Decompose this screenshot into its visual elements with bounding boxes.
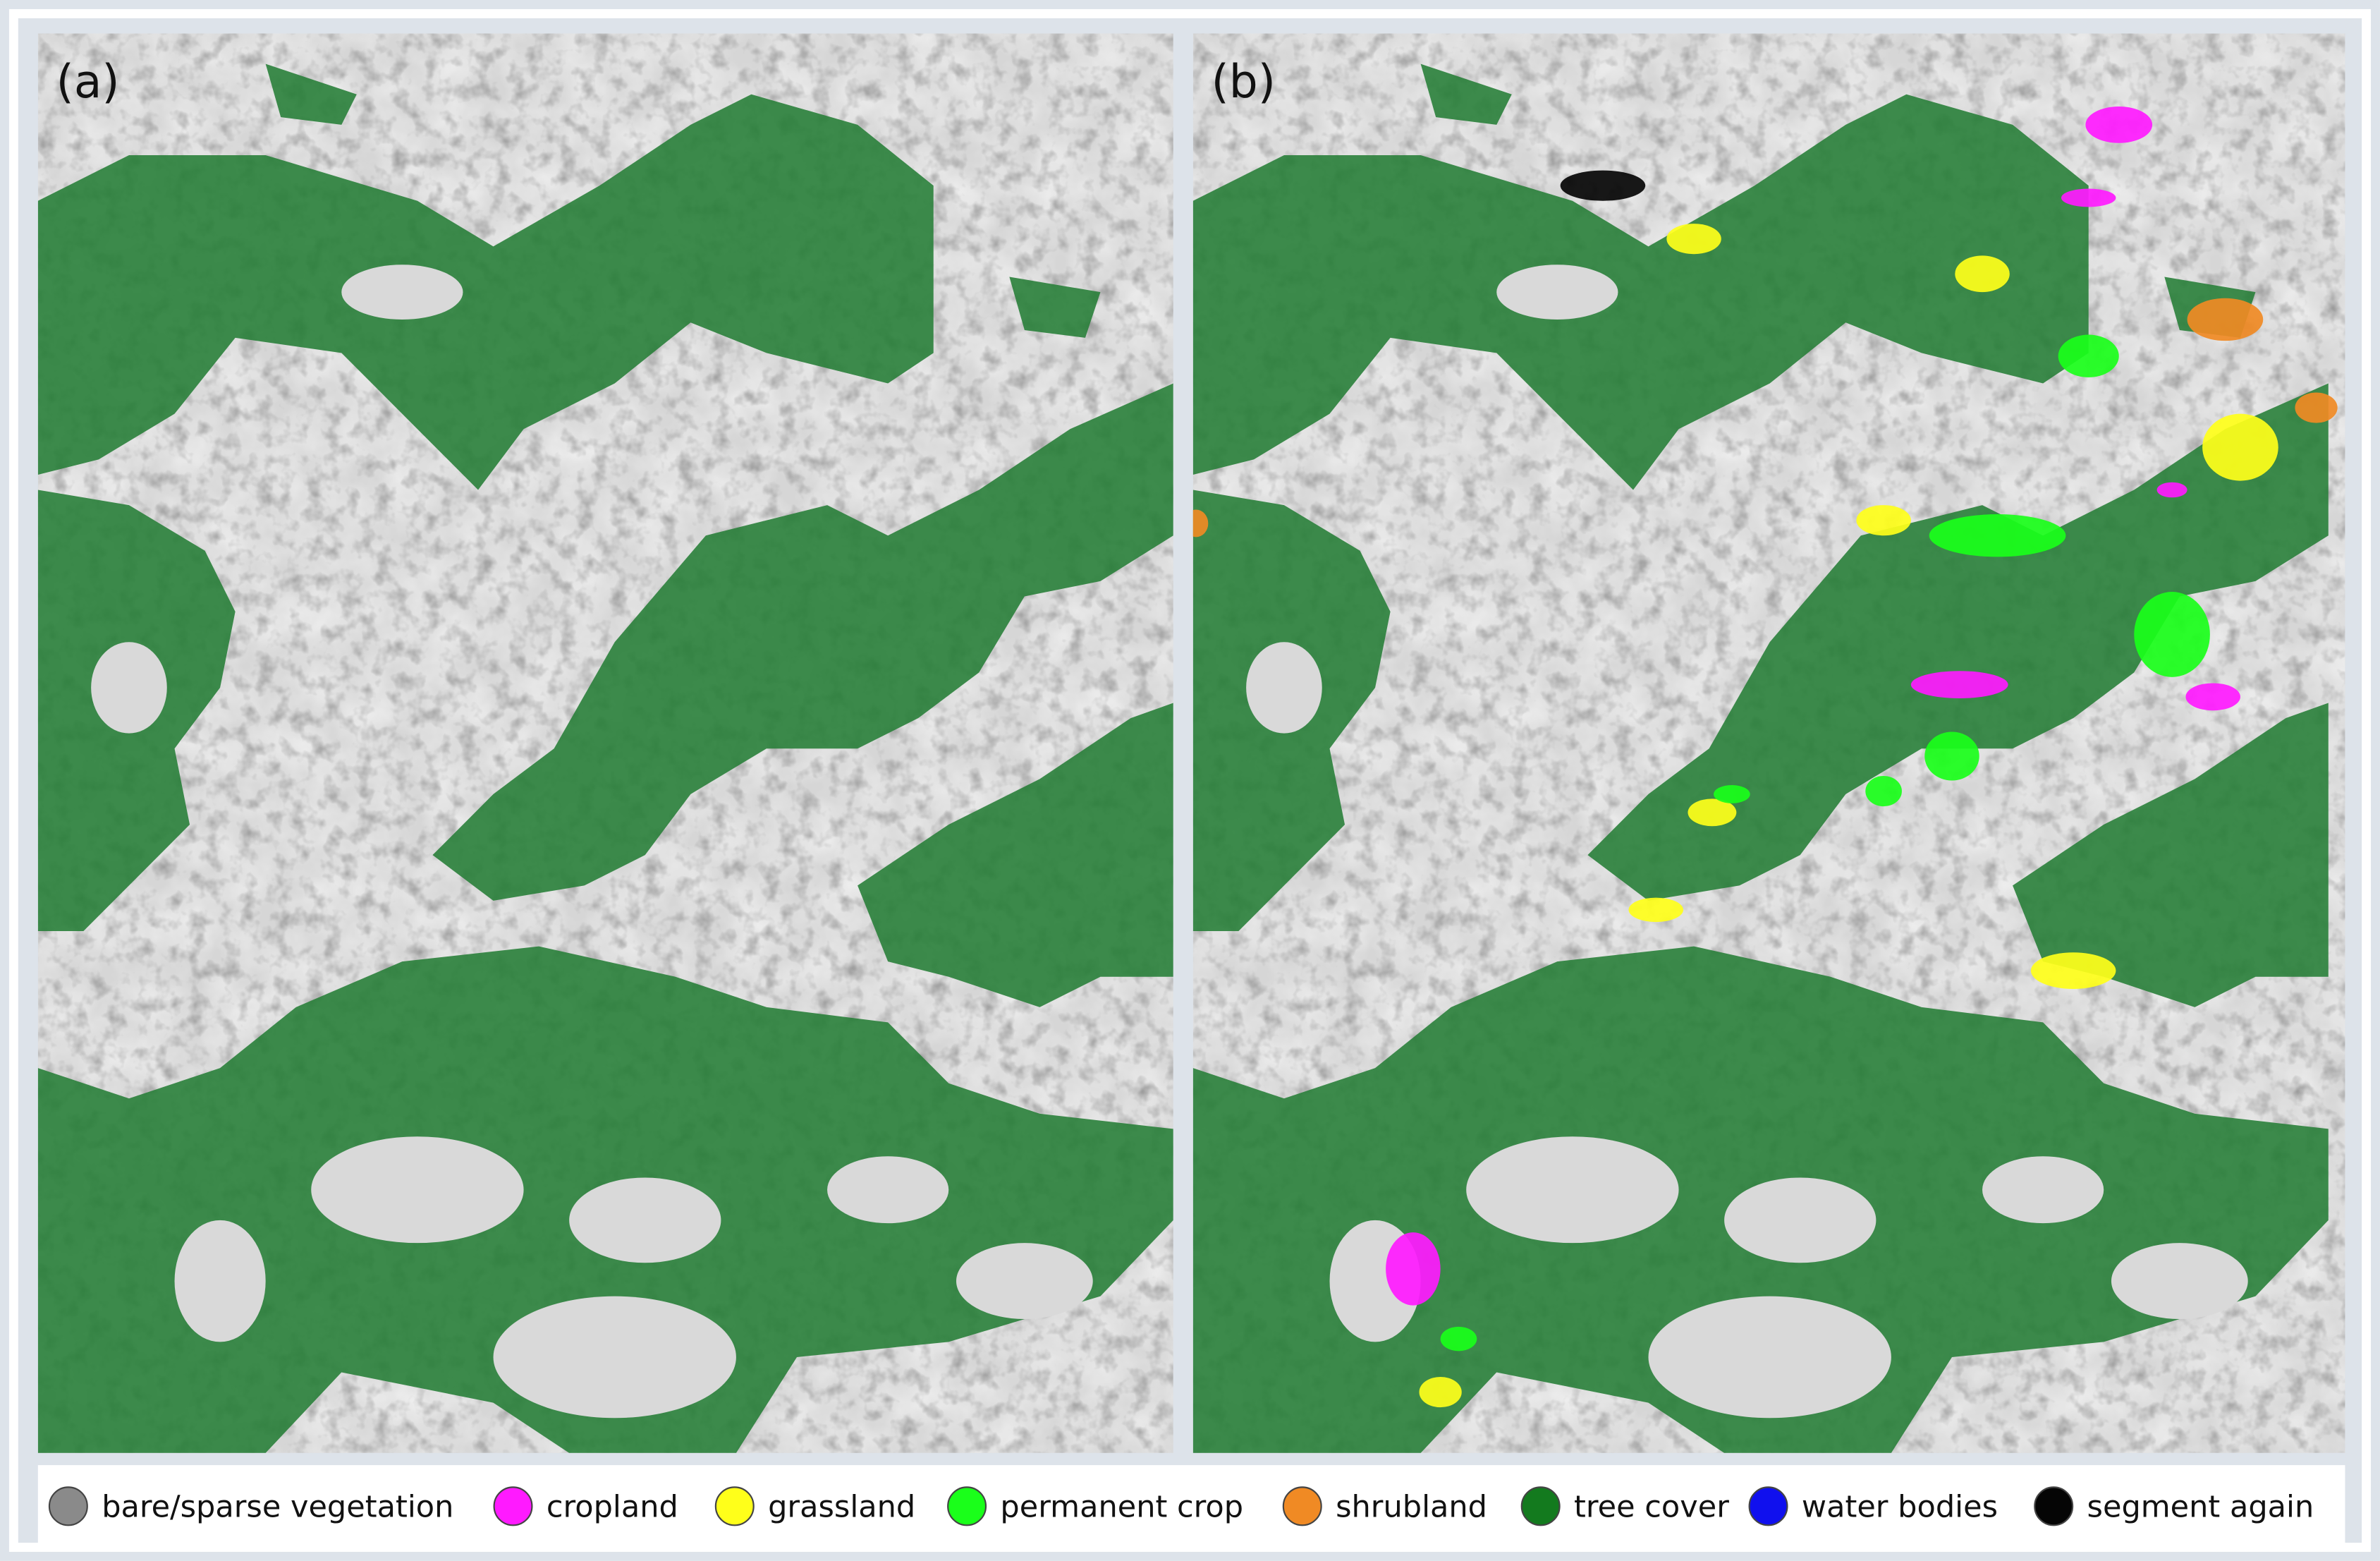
class-patch: [1560, 170, 1646, 201]
legend-label: tree cover: [1574, 1489, 1729, 1524]
class-patch: [1929, 514, 2066, 557]
class-patch: [1714, 784, 1750, 803]
legend-label: bare/sparse vegetation: [102, 1489, 453, 1524]
legend-swatch: [2034, 1486, 2074, 1526]
class-patch: [2061, 188, 2116, 207]
legend-label: cropland: [547, 1489, 678, 1524]
legend-label: permanent crop: [1000, 1489, 1243, 1524]
class-patch: [1924, 731, 1979, 781]
class-patch: [1910, 671, 2008, 699]
class-patch: [1386, 1232, 1441, 1306]
class-patch: [1856, 505, 1911, 536]
legend-box: [37, 1465, 2345, 1545]
class-patch: [1666, 224, 1721, 255]
legend-label: segment again: [2087, 1489, 2314, 1524]
class-patches: [1192, 106, 2338, 1408]
class-patch: [2058, 334, 2119, 377]
legend-label: shrubland: [1336, 1489, 1487, 1524]
class-patch: [2187, 298, 2264, 341]
legend-swatch: [1520, 1486, 1561, 1526]
legend-label: water bodies: [1802, 1489, 1998, 1524]
class-patch: [1419, 1376, 1462, 1408]
legend-swatch: [1748, 1486, 1788, 1526]
legend-swatch: [493, 1486, 533, 1526]
legend-swatch: [48, 1486, 88, 1526]
panel-a: (a): [37, 33, 1173, 1453]
class-patch: [2085, 106, 2153, 143]
class-patch: [2185, 683, 2240, 711]
class-patch: [1955, 255, 2010, 293]
class-patch: [1192, 509, 1209, 537]
legend: bare/sparse vegetation cropland grassland p…: [48, 1486, 2314, 1526]
legend-label: grassland: [768, 1489, 915, 1524]
panel-b: (b): [1192, 33, 2345, 1453]
class-patch: [2295, 392, 2338, 423]
legend-swatch: [947, 1486, 987, 1526]
class-patch: [1628, 897, 1684, 923]
legend-swatch: [1282, 1486, 1322, 1526]
class-patch: [1440, 1326, 1477, 1352]
class-patch: [1688, 798, 1737, 827]
class-patch: [2202, 413, 2278, 481]
legend-swatch: [714, 1486, 755, 1526]
class-patch: [2134, 592, 2210, 677]
class-patch: [1865, 776, 1902, 807]
class-patch: [2156, 482, 2187, 498]
class-patch: [2030, 952, 2116, 989]
panel-label: (a): [56, 56, 120, 109]
panel-label: (b): [1212, 56, 1276, 109]
